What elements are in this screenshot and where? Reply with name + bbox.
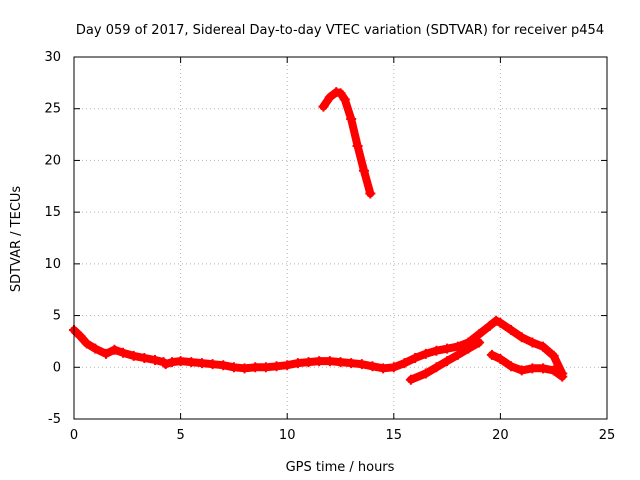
x-tick-label: 5 (176, 428, 184, 443)
data-point-marker (356, 359, 367, 370)
y-tick-label: 30 (44, 50, 61, 65)
data-point-marker (463, 343, 474, 354)
data-point-marker (484, 320, 495, 331)
data-point-marker (339, 94, 350, 105)
data-point-marker (452, 349, 463, 360)
data-point-marker (495, 354, 506, 365)
data-point-marker (506, 361, 517, 372)
data-point-marker (75, 331, 86, 342)
data-point-marker (282, 360, 293, 371)
data-point-marker (196, 358, 207, 369)
data-series (69, 87, 568, 385)
data-point-marker (118, 347, 129, 358)
axis-ticks: 0 5 10 15 20 25 -5 0 5 10 15 20 25 30 (44, 50, 615, 443)
x-tick-label: 20 (492, 428, 509, 443)
data-point-marker (527, 363, 538, 374)
data-point-marker (324, 356, 335, 367)
data-point-marker (420, 348, 431, 359)
data-point-marker (239, 363, 250, 374)
series-track-main (69, 315, 568, 379)
data-point-marker (346, 358, 357, 369)
data-point-marker (474, 337, 485, 348)
data-point-marker (399, 358, 410, 369)
data-point-marker (388, 362, 399, 373)
data-point-marker (175, 356, 186, 367)
series-track-late-branch (486, 349, 568, 382)
chart-title: Day 059 of 2017, Sidereal Day-to-day VTE… (76, 23, 604, 38)
data-point-marker (367, 361, 378, 372)
y-tick-label: 0 (53, 360, 61, 375)
data-point-marker (303, 357, 314, 368)
data-point-marker (486, 349, 497, 360)
data-point-marker (260, 362, 271, 373)
series-band (319, 88, 375, 198)
data-point-marker (207, 359, 218, 370)
data-point-marker (431, 362, 442, 373)
data-point-marker (228, 362, 239, 373)
data-point-marker (557, 371, 568, 382)
data-point-marker (527, 337, 538, 348)
data-point-marker (420, 368, 431, 379)
data-point-marker (352, 140, 363, 151)
data-point-marker (90, 343, 101, 354)
y-tick-label: 5 (53, 309, 61, 324)
data-point-marker (128, 350, 139, 361)
data-point-marker (81, 338, 92, 349)
data-point-marker (218, 360, 229, 371)
y-tick-label: 20 (44, 153, 61, 168)
y-tick-label: -5 (48, 412, 61, 427)
data-point-marker (314, 356, 325, 367)
data-point-marker (410, 352, 421, 363)
series-track-upper-arc (318, 87, 376, 199)
data-point-marker (538, 341, 549, 352)
data-point-marker (495, 317, 506, 328)
x-tick-label: 0 (70, 428, 78, 443)
data-point-marker (516, 365, 527, 376)
data-point-marker (346, 114, 357, 125)
data-point-marker (318, 101, 329, 112)
data-point-marker (506, 325, 517, 336)
data-point-marker (150, 355, 161, 366)
y-tick-label: 25 (44, 102, 61, 117)
data-point-marker (100, 348, 111, 359)
x-tick-label: 15 (386, 428, 403, 443)
data-point-marker (271, 361, 282, 372)
data-point-marker (365, 188, 376, 199)
data-point-marker (358, 165, 369, 176)
x-axis-label: GPS time / hours (286, 460, 395, 475)
data-point-marker (139, 352, 150, 363)
data-point-marker (250, 362, 261, 373)
y-tick-label: 10 (44, 257, 61, 272)
y-tick-label: 15 (44, 205, 61, 220)
data-point-marker (167, 357, 178, 368)
series-track-lower-branch (405, 337, 485, 385)
data-point-marker (548, 350, 559, 361)
data-point-marker (538, 363, 549, 374)
data-point-marker (405, 374, 416, 385)
data-point-marker (378, 363, 389, 374)
data-point-marker (442, 356, 453, 367)
data-point-marker (548, 365, 559, 376)
y-axis-label: SDTVAR / TECUs (9, 186, 24, 293)
data-point-marker (431, 345, 442, 356)
data-point-marker (335, 357, 346, 368)
data-point-marker (442, 343, 453, 354)
data-point-marker (109, 344, 120, 355)
plot-frame (73, 56, 608, 420)
x-tick-label: 10 (279, 428, 296, 443)
data-point-marker (158, 357, 169, 368)
data-point-marker (324, 92, 335, 103)
data-point-marker (516, 332, 527, 343)
data-point-marker (292, 358, 303, 369)
data-point-marker (335, 88, 346, 99)
data-point-marker (160, 359, 171, 370)
data-point-marker (186, 357, 197, 368)
x-tick-label: 25 (599, 428, 616, 443)
